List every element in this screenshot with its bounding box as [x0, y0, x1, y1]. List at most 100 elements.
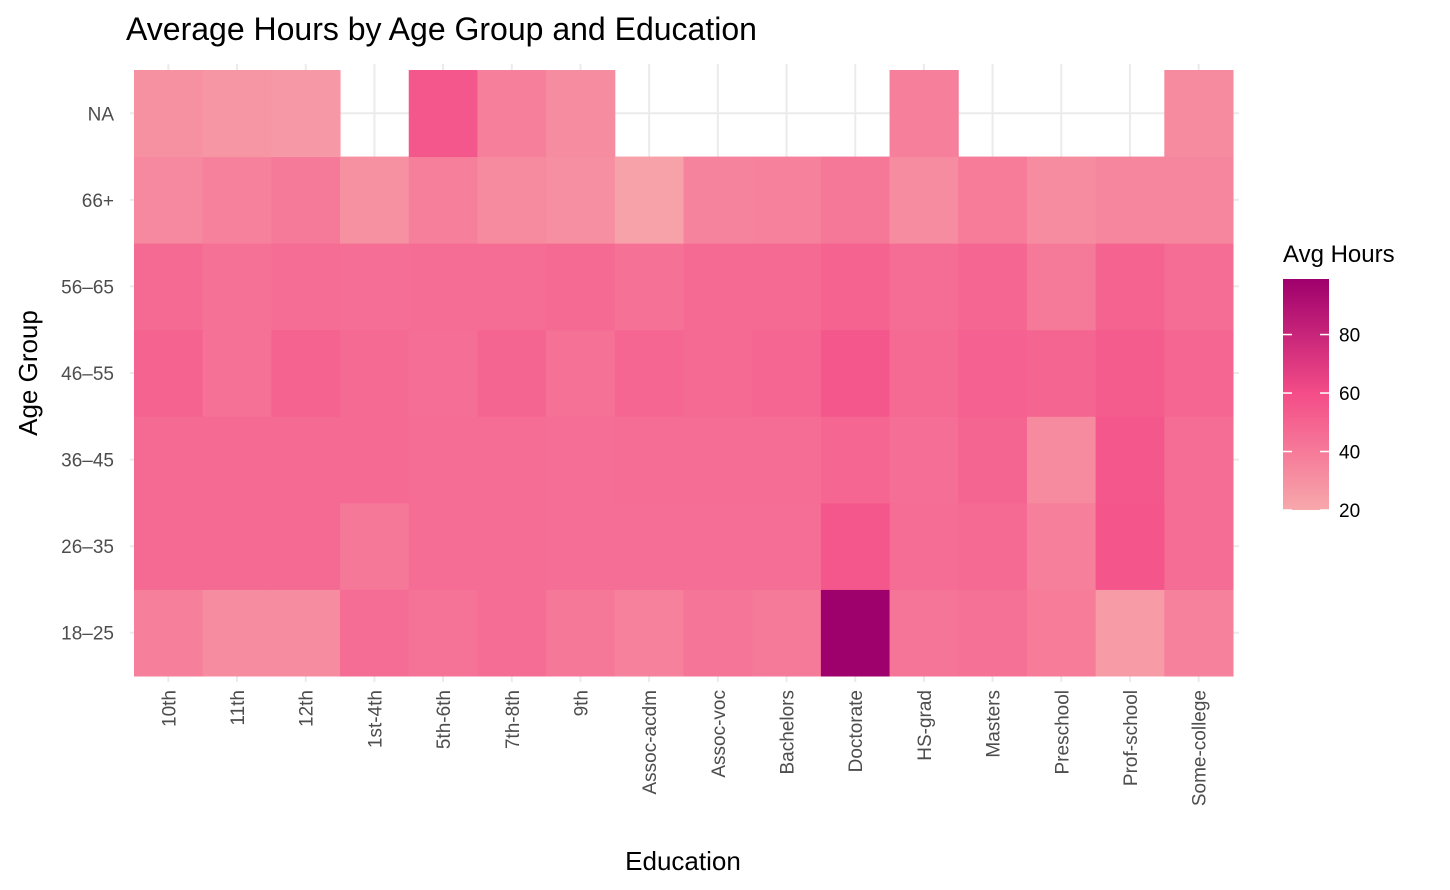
heatmap-cell	[958, 502, 1028, 590]
heatmap-cell	[1164, 243, 1234, 331]
heatmap-cell	[546, 156, 616, 244]
color-legend: Avg Hours 20 40 60 80	[1283, 241, 1395, 522]
heatmap-cell	[683, 329, 753, 417]
x-tick-label: 9th	[571, 690, 592, 716]
heatmap-cell	[820, 156, 891, 244]
heatmap-cell	[1026, 502, 1097, 590]
heatmap-cell	[1026, 329, 1097, 417]
heatmap-cell	[340, 589, 410, 677]
x-tick-label: 10th	[159, 690, 180, 727]
chart-title: Average Hours by Age Group and Education	[126, 11, 757, 47]
x-tick-label: 12th	[297, 690, 318, 727]
heatmap-cell	[1026, 416, 1097, 504]
heatmap-cell	[1095, 156, 1165, 244]
heatmap-cell	[1095, 502, 1165, 590]
heatmap-cell	[614, 416, 684, 504]
heatmap-cell	[408, 243, 478, 331]
heatmap-cell	[1026, 589, 1097, 677]
heatmap-cell	[271, 589, 341, 677]
x-tick-label: Assoc-voc	[709, 690, 730, 778]
x-tick-label: Prof-school	[1121, 690, 1142, 786]
heatmap-cell	[340, 416, 410, 504]
heatmap-cell	[752, 502, 822, 590]
heatmap-cell	[889, 156, 959, 244]
heatmap-cell	[1095, 329, 1165, 417]
heatmap-cell	[134, 243, 204, 331]
heatmap-cell	[271, 70, 341, 158]
legend-colorbar	[1283, 279, 1329, 510]
heatmap-cell	[958, 243, 1028, 331]
heatmap-cell	[820, 329, 891, 417]
legend-tick-label: 40	[1339, 443, 1360, 464]
heatmap-cell	[202, 156, 272, 244]
heatmap-cell	[134, 502, 204, 590]
legend-ticks: 20 40 60 80	[1283, 326, 1360, 522]
heatmap-cell	[271, 243, 341, 331]
heatmap-cell	[1095, 589, 1165, 677]
heatmap-cell	[202, 329, 272, 417]
heatmap-cell	[477, 502, 547, 590]
heatmap-cell	[1164, 502, 1234, 590]
heatmap-cell	[546, 243, 616, 331]
heatmap-cell	[752, 589, 822, 677]
heatmap-cell	[408, 416, 478, 504]
heatmap-cell	[1026, 243, 1097, 331]
heatmap-cell	[1164, 589, 1234, 677]
heatmap-cell	[683, 416, 753, 504]
x-tick-label: 5th-6th	[434, 690, 455, 749]
heatmap-cell	[683, 243, 753, 331]
heatmap-cell	[889, 243, 959, 331]
heatmap-cell	[408, 589, 478, 677]
heatmap-cell	[1164, 329, 1234, 417]
heatmap-cell	[614, 243, 684, 331]
heatmap-cell	[820, 502, 891, 590]
heatmap-cell	[889, 502, 959, 590]
y-tick-label: 46–55	[61, 364, 114, 385]
x-tick-label: Masters	[984, 690, 1005, 758]
heatmap-cell	[134, 329, 204, 417]
heatmap-cell	[202, 502, 272, 590]
heatmap-cell	[477, 70, 547, 158]
x-tick-label: Doctorate	[846, 690, 867, 772]
x-tick-label: HS-grad	[915, 690, 936, 761]
y-tick-label: 18–25	[61, 624, 114, 645]
heatmap-cell	[546, 502, 616, 590]
x-tick-label: Some-college	[1190, 690, 1211, 806]
heatmap-cell	[820, 589, 891, 677]
heatmap-cell	[614, 156, 684, 244]
heatmap-cell	[614, 589, 684, 677]
heatmap-cell	[683, 589, 753, 677]
x-tick-label: 1st-4th	[365, 690, 386, 748]
heatmap-cell	[340, 243, 410, 331]
heatmap-cell	[958, 329, 1028, 417]
heatmap-cell	[340, 156, 410, 244]
y-tick-label: 26–35	[61, 537, 114, 558]
heatmap-cell	[477, 416, 547, 504]
heatmap-cell	[683, 502, 753, 590]
legend-tick-label: 80	[1339, 326, 1360, 347]
y-axis-ticks: 18–25 26–35 36–45 46–55 56–65 66+ NA	[61, 104, 114, 644]
heatmap-cell	[271, 156, 341, 244]
heatmap-cell	[134, 589, 204, 677]
heatmap-cell	[889, 416, 959, 504]
heatmap-cell	[477, 329, 547, 417]
heatmap-cell	[752, 416, 822, 504]
legend-tick-label: 20	[1339, 501, 1360, 522]
heatmap-cell	[1164, 416, 1234, 504]
y-tick-label: 36–45	[61, 451, 114, 472]
heatmap-cell	[202, 416, 272, 504]
heatmap-cell	[546, 589, 616, 677]
heatmap-cell	[752, 156, 822, 244]
y-axis-title: Age Group	[13, 310, 43, 436]
heatmap-cell	[820, 243, 891, 331]
heatmap-cell	[134, 156, 204, 244]
heatmap-cell	[408, 502, 478, 590]
x-tick-label: Preschool	[1052, 690, 1073, 775]
heatmap-cell	[546, 70, 616, 158]
heatmap-cell	[477, 243, 547, 331]
heatmap-cell	[408, 70, 478, 158]
x-tick-label: Assoc-acdm	[640, 690, 661, 795]
heatmap-cell	[1026, 156, 1097, 244]
heatmap-cell	[408, 329, 478, 417]
